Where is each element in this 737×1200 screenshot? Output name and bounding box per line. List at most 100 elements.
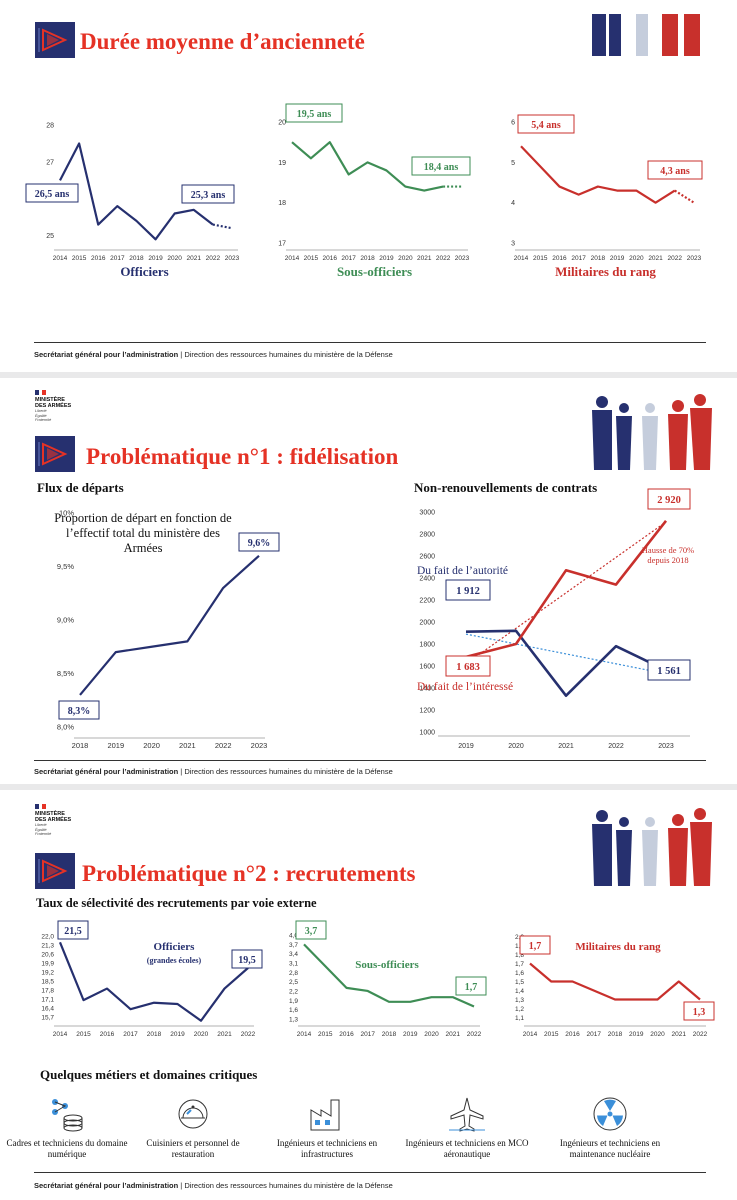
data-label-box xyxy=(647,488,691,510)
series-line-autorite xyxy=(465,629,667,697)
ministry-line2: DES ARMÉES xyxy=(35,817,72,823)
x-tick-label: 2019 xyxy=(610,255,625,262)
x-tick-label: 2023 xyxy=(658,743,674,750)
x-tick-label: 2022 xyxy=(206,255,221,262)
x-tick-label: 2014 xyxy=(523,1031,538,1038)
trend-line-autorite xyxy=(465,633,667,675)
y-tick-label: 3 xyxy=(511,241,515,248)
metier-restauration: Cuisiniers et personnel de restauration xyxy=(128,1096,258,1160)
y-tick-label: 8,0% xyxy=(57,723,74,732)
y-tick-label: 6 xyxy=(511,120,515,127)
x-tick-label: 2019 xyxy=(170,1031,185,1038)
y-tick-label: 17,1 xyxy=(41,996,54,1003)
y-tick-label: 4,0 xyxy=(289,933,298,940)
y-tick-label: 1,2 xyxy=(515,1006,524,1013)
chart-note-proportion: Proportion de départ en fonction de l’ef… xyxy=(54,511,232,555)
data-label: 9,6% xyxy=(248,538,271,549)
footer-bold: Secrétariat général pour l’administratio… xyxy=(34,350,179,359)
x-tick-label: 2023 xyxy=(455,255,470,262)
y-tick-label: 17,8 xyxy=(41,987,54,994)
data-label: 1 561 xyxy=(657,666,681,677)
x-tick-label: 2021 xyxy=(187,255,202,262)
x-tick-label: 2014 xyxy=(297,1031,312,1038)
heading-flux-departs: Flux de départs xyxy=(37,480,124,495)
data-label: 1,3 xyxy=(693,1007,706,1018)
x-tick-label: 2015 xyxy=(76,1031,91,1038)
x-tick-label: 2022 xyxy=(693,1031,708,1038)
series-line xyxy=(520,145,676,204)
series-line-interesse xyxy=(465,519,668,659)
chart-anciennete-sous-officiers: 17 18 19 20 2014 2015 2016 2017 2018 2019 2020 2021… xyxy=(278,103,471,262)
x-tick-label: 2014 xyxy=(514,255,529,262)
data-label: 5,4 ans xyxy=(531,120,561,131)
chart-non-renouvellements: 1000 1200 1400 1600 1800 2000 2200 2400 2600 2800… xyxy=(417,488,694,750)
metier-numerique: Cadres et techniciens du domaine numériq… xyxy=(2,1096,132,1160)
chart-flux-departs: 8,0% 8,5% 9,0% 9,5% 10% 2018 2019 2020 2021 2022 2… xyxy=(57,509,280,750)
y-tick-label: 1,1 xyxy=(515,1015,524,1022)
x-tick-label: 2021 xyxy=(417,255,432,262)
data-label-box xyxy=(519,935,551,955)
y-tick-label: 19,9 xyxy=(41,960,54,967)
x-tick-label: 2015 xyxy=(544,1031,559,1038)
ministry-block: MINISTÈRE DES ARMÉES Liberté Égalité Fra… xyxy=(35,804,71,837)
y-tick-label: 1,6 xyxy=(289,1007,298,1014)
footer-rest: | Direction des ressources humaines du m… xyxy=(178,350,393,359)
y-tick-label: 1,3 xyxy=(515,997,524,1004)
footer: Secrétariat général pour l’administratio… xyxy=(34,350,393,359)
y-tick-label: 20,6 xyxy=(41,951,54,958)
y-tick-label: 22,0 xyxy=(41,933,54,940)
x-tick-label: 2016 xyxy=(91,255,106,262)
x-tick-label: 2022 xyxy=(467,1031,482,1038)
footer: Secrétariat général pour l’administratio… xyxy=(34,1181,393,1190)
footer-rest: | Direction des ressources humaines du m… xyxy=(178,1181,393,1190)
y-tick-label: 2600 xyxy=(419,554,435,561)
x-tick-label: 2018 xyxy=(382,1031,397,1038)
data-label-box xyxy=(181,184,235,204)
ministry-line2: DES ARMÉES xyxy=(35,403,72,409)
chart-anciennete-officiers: 2526272820142015201620172018201920202021… xyxy=(25,123,240,262)
metier-label: Ingénieurs et techniciens en infrastruct… xyxy=(276,1138,378,1159)
slide-fidelisation: MINISTÈRE DES ARMÉES Liberté Égalité Fra… xyxy=(0,378,737,784)
y-tick-label: 4 xyxy=(511,200,515,207)
chart-caption-militaires-rang: Militaires du rang xyxy=(575,941,661,953)
data-label: 26,5 ans xyxy=(35,189,70,200)
ministry-motto3: Fraternité xyxy=(35,418,52,422)
data-label: 8,3% xyxy=(68,706,91,717)
metier-label: Ingénieurs et techniciens en MCO aéronau… xyxy=(405,1138,529,1159)
metier-label: Ingénieurs et techniciens en maintenance… xyxy=(559,1138,661,1159)
y-tick-label: 20 xyxy=(278,120,286,127)
x-tick-label: 2016 xyxy=(552,255,567,262)
x-tick-label: 2020 xyxy=(629,255,644,262)
french-flag-icon xyxy=(35,390,47,395)
slide-logo-icon xyxy=(35,853,75,889)
y-tick-label: 1800 xyxy=(419,642,435,649)
y-tick-label: 2,2 xyxy=(289,988,298,995)
y-tick-label: 18 xyxy=(278,200,286,207)
y-tick-label: 3,4 xyxy=(289,951,298,958)
y-tick-label: 1,4 xyxy=(515,988,524,995)
chart-caption-sous-officiers: Sous-officiers xyxy=(355,959,419,971)
data-label-box xyxy=(445,579,491,601)
x-tick-label: 2017 xyxy=(571,255,586,262)
y-tick-label: 2800 xyxy=(419,532,435,539)
slide-title: Problématique n°1 : fidélisation xyxy=(86,444,399,469)
ministry-motto2: Égalité xyxy=(35,827,47,832)
x-tick-label: 2018 xyxy=(72,741,89,750)
x-tick-label: 2020 xyxy=(194,1031,209,1038)
series-line xyxy=(79,554,260,696)
x-tick-label: 2020 xyxy=(650,1031,665,1038)
data-label: 21,5 xyxy=(64,926,82,937)
metier-aeronautique: Ingénieurs et techniciens en MCO aéronau… xyxy=(402,1096,532,1160)
french-flag-icon xyxy=(35,804,47,809)
heading-selectivite: Taux de sélectivité des recrutements par… xyxy=(36,896,317,910)
data-label: 25,3 ans xyxy=(191,190,226,201)
y-tick-label: 2400 xyxy=(419,576,435,583)
radiation-icon xyxy=(593,1097,627,1131)
x-tick-label: 2018 xyxy=(129,255,144,262)
airplane-icon xyxy=(449,1097,485,1132)
series-line xyxy=(291,141,444,192)
x-tick-label: 2019 xyxy=(403,1031,418,1038)
chart-anciennete-militaires-rang: 3 4 5 6 2014 2015 2016 2017 2018 2019 2020 2021 2022… xyxy=(511,114,703,262)
x-tick-label: 2015 xyxy=(72,255,87,262)
